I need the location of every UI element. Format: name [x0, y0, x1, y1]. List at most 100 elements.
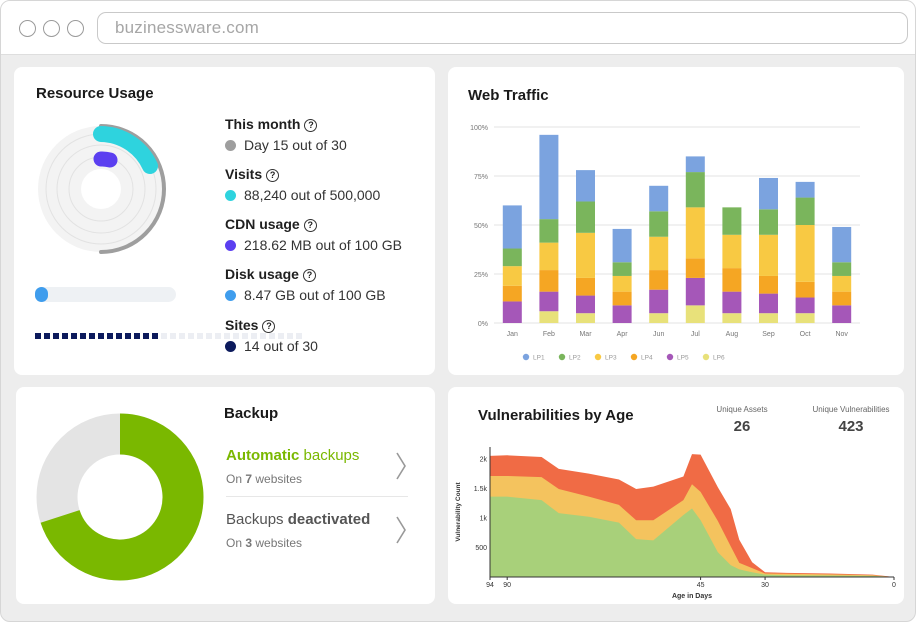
- legend-label: LP4: [641, 355, 653, 362]
- legend-label: LP1: [533, 355, 545, 362]
- stat-label: Sites?: [225, 317, 276, 333]
- legend-marker: [702, 353, 710, 361]
- resource-usage-title: Resource Usage: [36, 85, 154, 102]
- stat-value: 14 out of 30: [225, 338, 318, 354]
- bar-segment-lp4: [832, 291, 852, 306]
- bar-segment-lp4: [795, 281, 815, 298]
- y-tick-label: 500: [475, 545, 487, 552]
- help-icon[interactable]: ?: [262, 320, 276, 333]
- site-slot: [80, 333, 86, 339]
- site-slot: [206, 333, 212, 339]
- backup-title: Backup: [224, 405, 279, 422]
- x-tick-label: Jun: [653, 331, 664, 338]
- bar-segment-lp5: [832, 305, 852, 323]
- chevron-right-icon[interactable]: [394, 515, 408, 545]
- help-icon[interactable]: ?: [303, 219, 317, 232]
- site-slot: [287, 333, 293, 339]
- bar-segment-lp5: [685, 277, 705, 306]
- legend-marker: [558, 353, 566, 361]
- bar-segment-lp3: [795, 225, 815, 282]
- bar-segment-lp3: [539, 242, 559, 271]
- legend-dot-icon: [225, 341, 236, 352]
- legend-label: LP2: [569, 355, 581, 362]
- deactivated-backups-item[interactable]: Backups deactivated On 3 websites: [226, 511, 408, 561]
- vulnerabilities-title: Vulnerabilities by Age: [478, 407, 634, 424]
- legend-marker: [666, 353, 674, 361]
- stat-value: Day 15 out of 30: [225, 137, 347, 153]
- browser-titlebar: buzinessware.com: [1, 1, 915, 55]
- bar-segment-lp1: [795, 181, 815, 198]
- bar-segment-lp2: [685, 172, 705, 208]
- deactivated-label: deactivated: [287, 511, 371, 528]
- bar-segment-lp3: [685, 207, 705, 259]
- y-tick-label: 50%: [474, 223, 488, 230]
- site-slot: [62, 333, 68, 339]
- stat-value: 218.62 MB out of 100 GB: [225, 237, 402, 253]
- help-icon[interactable]: ?: [266, 169, 280, 182]
- bar-segment-lp2: [576, 201, 595, 233]
- site-slot: [35, 333, 41, 339]
- bar-segment-lp2: [502, 248, 522, 267]
- x-axis-label: Age in Days: [672, 593, 712, 600]
- stat-label: Visits?: [225, 166, 280, 182]
- bar-segment-lp3: [759, 234, 778, 276]
- y-tick-label: 0%: [478, 321, 488, 328]
- bar-segment-lp5: [795, 297, 815, 314]
- legend-dot-icon: [225, 240, 236, 251]
- x-tick-label: Nov: [835, 331, 848, 338]
- stat-value: 88,240 out of 500,000: [225, 187, 380, 203]
- help-icon[interactable]: ?: [304, 119, 318, 132]
- area-series-low: [490, 496, 894, 577]
- bar-segment-lp3: [832, 275, 852, 292]
- bar-segment-lp5: [722, 291, 742, 314]
- site-slot: [215, 333, 221, 339]
- y-axis-label: Vulnerability Count: [455, 482, 462, 542]
- site-slot: [296, 333, 302, 339]
- disk-usage-bar-fill: [35, 287, 48, 302]
- stat-label: CDN usage?: [225, 216, 317, 232]
- bar-segment-lp4: [576, 277, 595, 296]
- site-slot: [278, 333, 284, 339]
- bar-segment-lp4: [612, 291, 632, 306]
- window-close-button[interactable]: [19, 20, 36, 37]
- bar-segment-lp3: [722, 234, 742, 269]
- y-tick-label: 2k: [480, 456, 488, 463]
- y-tick-label: 1k: [480, 515, 488, 522]
- site-slot: [98, 333, 104, 339]
- vulnerabilities-chart: 500 1k 1.5k 2k 94 90 45 30 0 Age in Days Vulnerabi…: [455, 447, 896, 600]
- window-minimize-button[interactable]: [43, 20, 60, 37]
- site-slot: [143, 333, 149, 339]
- bar-segment-lp5: [502, 301, 522, 323]
- bar-segment-lp6: [795, 313, 815, 323]
- legend-dot-icon: [225, 290, 236, 301]
- help-icon[interactable]: ?: [302, 269, 316, 282]
- bar-segment-lp2: [832, 262, 852, 276]
- legend-label: LP6: [713, 355, 725, 362]
- x-tick-label: Oct: [800, 331, 811, 338]
- bar-segment-lp6: [685, 305, 705, 323]
- x-tick-label: Jul: [691, 331, 700, 338]
- address-bar[interactable]: buzinessware.com: [97, 12, 908, 44]
- site-slot: [197, 333, 203, 339]
- window-maximize-button[interactable]: [67, 20, 84, 37]
- site-slot: [179, 333, 185, 339]
- legend-marker: [522, 353, 530, 361]
- chevron-right-icon[interactable]: [394, 451, 408, 481]
- site-slot: [53, 333, 59, 339]
- bar-segment-lp1: [539, 134, 559, 220]
- bar-segment-lp5: [649, 289, 669, 314]
- site-slot: [251, 333, 257, 339]
- bar-segment-lp1: [685, 156, 705, 173]
- legend-dot-icon: [225, 140, 236, 151]
- usage-ring-chart: [38, 124, 166, 254]
- deactivated-count: 3: [245, 536, 253, 550]
- bar-segment-lp3: [576, 232, 595, 278]
- site-slot: [260, 333, 266, 339]
- automatic-count: 7: [245, 472, 253, 486]
- site-slot: [170, 333, 176, 339]
- y-tick-label: 100%: [470, 125, 488, 132]
- automatic-backups-item[interactable]: Automatic backups On 7 websites: [226, 447, 408, 497]
- bar-segment-lp2: [795, 197, 815, 225]
- x-tick-label: Feb: [543, 331, 555, 338]
